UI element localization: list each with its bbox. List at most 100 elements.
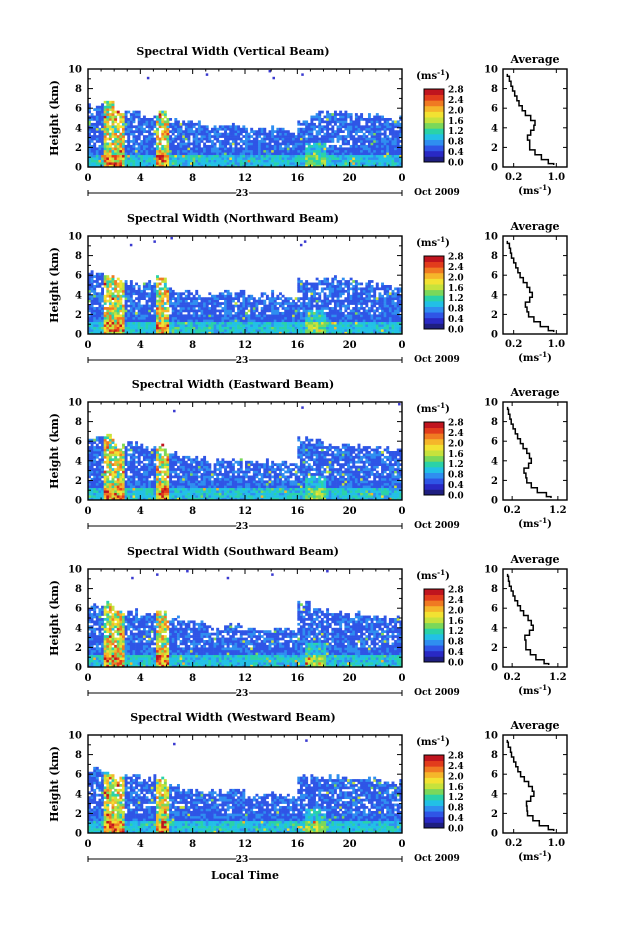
heatmap-cell (347, 287, 350, 291)
heatmap-cell (375, 324, 379, 327)
heatmap-cell (349, 159, 353, 163)
heatmap-cell (101, 448, 104, 452)
heatmap-cell (365, 314, 369, 318)
heatmap-cell (122, 465, 125, 469)
heatmap-cell (331, 289, 335, 293)
heatmap-cell (258, 152, 261, 156)
heatmap-cell (161, 113, 165, 116)
heatmap-cell (210, 309, 214, 313)
heatmap-cell (320, 152, 324, 156)
heatmap-cell (255, 154, 259, 158)
heatmap-cell (169, 118, 173, 121)
heatmap-cell (111, 294, 115, 298)
heatmap-cell (323, 152, 327, 156)
heatmap-cell (271, 162, 275, 165)
heatmap-cell (88, 319, 91, 323)
heatmap-cell (286, 329, 290, 332)
heatmap-cell (299, 314, 303, 318)
heatmap-cell (229, 135, 233, 138)
heatmap-cell (276, 331, 280, 335)
heatmap-cell (90, 453, 94, 457)
stray-echo (146, 76, 150, 80)
colorbar-tick-label: 0.0 (448, 326, 464, 336)
heatmap-cell (95, 294, 99, 298)
heatmap-cell (140, 157, 144, 160)
heatmap-cell (95, 326, 99, 330)
heatmap-cell (140, 125, 144, 129)
heatmap-cell (224, 132, 227, 136)
heatmap-cell (124, 463, 128, 466)
heatmap-cell (271, 329, 275, 332)
heatmap-cell (127, 490, 131, 493)
heatmap-cell (320, 125, 324, 129)
heatmap-cell (95, 497, 99, 501)
heatmap-cell (171, 149, 175, 153)
heatmap-cell (326, 159, 330, 163)
heatmap-cell (116, 465, 120, 469)
heatmap-cell (305, 137, 309, 141)
heatmap-cell (119, 482, 123, 486)
heatmap-cell (333, 157, 337, 160)
heatmap-cell (292, 302, 296, 305)
heatmap-cell (101, 294, 104, 298)
heatmap-cell (103, 275, 107, 278)
heatmap-cell (119, 324, 123, 327)
heatmap-cell (354, 120, 358, 124)
heatmap-cell (98, 157, 102, 160)
heatmap-cell (148, 137, 152, 141)
heatmap-cell (360, 326, 364, 330)
heatmap-cell (210, 307, 214, 310)
heatmap-cell (318, 118, 322, 121)
heatmap-cell (98, 127, 102, 131)
heatmap-cell (137, 118, 141, 121)
heatmap-cell (247, 157, 251, 160)
heatmap-cell (103, 147, 107, 151)
heatmap-cell (129, 147, 133, 151)
heatmap-cell (111, 142, 115, 146)
heatmap-cell (129, 309, 133, 313)
heatmap-cell (347, 154, 350, 158)
heatmap-cell (313, 142, 316, 146)
heatmap-cell (216, 304, 220, 308)
heatmap-cell (310, 115, 314, 119)
heatmap-cell (339, 282, 343, 286)
heatmap-cell (127, 316, 131, 320)
profile-title: Average (509, 53, 559, 66)
heatmap-cell (255, 302, 259, 305)
heatmap-cell (108, 289, 112, 293)
heatmap-cell (103, 277, 107, 281)
heatmap-cell (190, 307, 193, 310)
heatmap-cell (352, 307, 356, 310)
heatmap-cell (396, 140, 400, 143)
heatmap-cell (349, 321, 353, 325)
heatmap-cell (127, 460, 131, 464)
heatmap-cell (352, 120, 356, 124)
heatmap-cell (122, 492, 125, 496)
heatmap-cell (307, 147, 311, 151)
heatmap-cell (145, 149, 149, 153)
heatmap-cell (161, 326, 165, 330)
heatmap-cell (216, 147, 220, 151)
heatmap-cell (388, 164, 392, 168)
heatmap-cell (124, 120, 128, 124)
heatmap-cell (208, 329, 212, 332)
heatmap-cell (320, 309, 324, 313)
heatmap-cell (114, 495, 118, 498)
heatmap-cell (357, 159, 361, 163)
heatmap-cell (399, 118, 403, 121)
heatmap-cell (88, 159, 91, 163)
heatmap-cell (239, 127, 243, 131)
heatmap-cell (331, 157, 335, 160)
heatmap-cell (263, 149, 267, 153)
heatmap-cell (127, 159, 131, 163)
heatmap-cell (360, 319, 364, 323)
heatmap-cell (386, 135, 390, 138)
heatmap-cell (333, 326, 337, 330)
heatmap-cell (205, 324, 209, 327)
heatmap-cell (224, 311, 227, 315)
heatmap-cell (386, 307, 390, 310)
heatmap-cell (116, 495, 120, 498)
heatmap-cell (116, 292, 120, 296)
heatmap-cell (179, 297, 183, 300)
heatmap-cell (375, 159, 379, 163)
